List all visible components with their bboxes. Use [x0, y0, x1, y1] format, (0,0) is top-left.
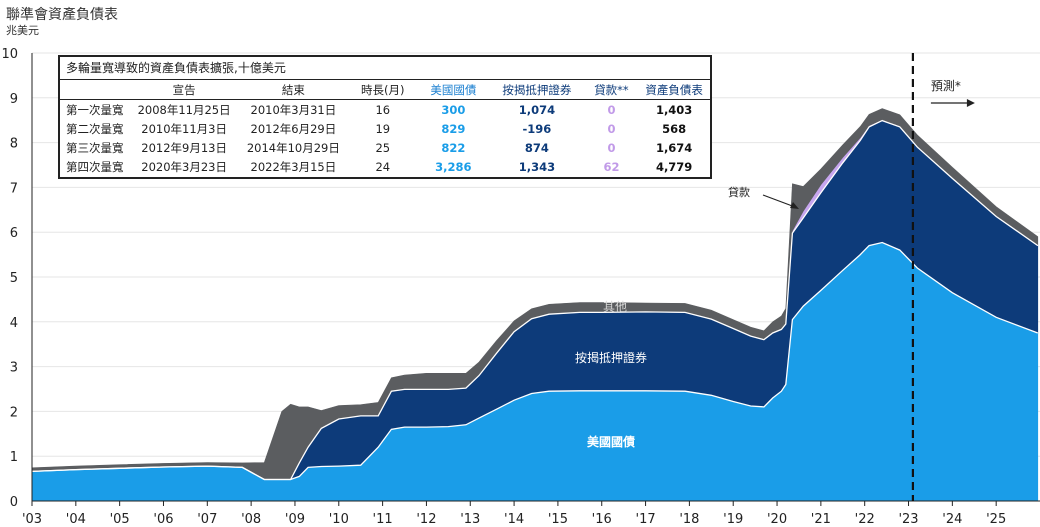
x-tick-label: '23 [898, 512, 918, 527]
header-months: 時長(月) [348, 80, 418, 100]
x-tick-label: '20 [767, 512, 787, 527]
header-announce: 宣告 [129, 80, 239, 100]
row-announce: 2012年9月13日 [141, 140, 227, 155]
row-months: 19 [375, 121, 391, 136]
label-treasuries: 美國國債 [587, 434, 635, 449]
forecast-arrow-head [966, 99, 975, 107]
header-mbs: 按揭抵押證券 [489, 80, 585, 100]
y-tick-label: 5 [10, 271, 18, 286]
x-tick-label: '15 [548, 512, 568, 527]
row-announce: 2010年11月3日 [141, 121, 227, 136]
x-tick-label: '11 [373, 512, 393, 527]
x-tick-label: '16 [592, 512, 612, 527]
y-tick-label: 0 [10, 495, 18, 510]
x-tick-label: '24 [942, 512, 962, 527]
row-name: 第三次量寬 [66, 140, 124, 155]
label-mbs: 按揭抵押證券 [575, 350, 647, 365]
header-loans: 貸款** [584, 80, 639, 100]
row-name: 第四次量寬 [66, 159, 124, 174]
mbs-boundary [31, 119, 1039, 481]
y-tick-label: 6 [10, 226, 18, 241]
loans-callout-arrowhead [790, 202, 799, 209]
header-treasuries: 美國國債 [417, 80, 490, 100]
row-total: 4,779 [655, 159, 693, 174]
stacked-areas [31, 108, 1039, 502]
row-end: 2010年3月31日 [250, 102, 337, 117]
x-tick-label: '18 [679, 512, 699, 527]
row-treasuries: 300 [441, 102, 466, 117]
x-tick-label: '05 [110, 512, 130, 527]
y-tick-label: 1 [10, 450, 18, 465]
unit-label: 兆美元 [6, 24, 39, 37]
x-tick-label: '19 [723, 512, 743, 527]
x-tick-label: '12 [416, 512, 436, 527]
x-tick-label: '07 [197, 512, 217, 527]
y-tick-label: 7 [10, 181, 18, 196]
row-months: 24 [375, 159, 391, 174]
y-tick-label: 8 [10, 137, 18, 152]
y-tick-label: 4 [10, 316, 18, 331]
row-end: 2022年3月15日 [250, 159, 337, 174]
x-tick-label: '04 [66, 512, 86, 527]
row-treasuries: 829 [441, 121, 466, 136]
row-end: 2014年10月29日 [246, 140, 340, 155]
row-total: 568 [662, 121, 687, 136]
qe-data-table: 宣告 結束 時長(月) 美國國債 按揭抵押證券 貸款** 資產負債表 第一次量寬… [60, 80, 710, 176]
y-tick-label: 2 [10, 405, 18, 420]
row-name: 第一次量寬 [66, 102, 124, 117]
row-announce: 2020年3月23日 [141, 159, 227, 174]
x-tick-label: '25 [986, 512, 1006, 527]
x-tick-label: '17 [636, 512, 656, 527]
row-months: 25 [375, 140, 391, 155]
row-months: 16 [375, 102, 391, 117]
x-tick-label: '09 [285, 512, 305, 527]
row-end: 2012年6月29日 [250, 121, 337, 136]
row-mbs: 1,074 [518, 102, 556, 117]
header-end: 結束 [238, 80, 348, 100]
row-loans: 0 [607, 102, 616, 117]
table-header-row: 宣告 結束 時長(月) 美國國債 按揭抵押證券 貸款** 資產負債表 [60, 80, 710, 100]
qe-table: 多輪量寬導致的資產負債表擴張,十億美元 宣告 結束 時長(月) 美國國債 按揭抵… [58, 55, 712, 179]
row-mbs: 874 [524, 140, 549, 155]
table-row: 第四次量寬 2020年3月23日 2022年3月15日 24 3,286 1,3… [60, 157, 710, 176]
row-loans: 0 [607, 121, 616, 136]
label-other: 其他 [603, 300, 627, 314]
row-total: 1,403 [655, 102, 693, 117]
header-blank [60, 80, 130, 100]
axes: 0 1 2 3 4 5 6 7 8 9 10 '03 '04 '05 '06 '07 '08 '09 '10 '11 '… [1, 47, 1040, 527]
x-tick-label: '22 [855, 512, 875, 527]
x-tick-label: '13 [460, 512, 480, 527]
y-tick-label: 10 [1, 47, 18, 62]
forecast-label: 預測* [931, 79, 961, 93]
chart-title: 聯準會資產負債表 [6, 7, 118, 23]
table-row: 第一次量寬 2008年11月25日 2010年3月31日 16 300 1,07… [60, 100, 710, 120]
y-tick-label: 3 [10, 361, 18, 376]
row-treasuries: 822 [441, 140, 466, 155]
header-balance-sheet: 資產負債表 [638, 80, 710, 100]
x-tick-label: '06 [153, 512, 173, 527]
y-tick-label: 9 [10, 92, 18, 107]
x-tick-label: '21 [811, 512, 831, 527]
table-caption: 多輪量寬導致的資產負債表擴張,十億美元 [60, 57, 710, 80]
table-row: 第三次量寬 2012年9月13日 2014年10月29日 25 822 874 … [60, 138, 710, 157]
loans-callout-arrow [762, 194, 796, 208]
row-mbs: -196 [522, 121, 552, 136]
table-row: 第二次量寬 2010年11月3日 2012年6月29日 19 829 -196 … [60, 119, 710, 138]
x-tick-label: '03 [22, 512, 42, 527]
row-name: 第二次量寬 [66, 121, 124, 136]
row-loans: 62 [603, 159, 620, 174]
row-mbs: 1,343 [518, 159, 556, 174]
row-announce: 2008年11月25日 [137, 102, 231, 117]
x-tick-label: '14 [504, 512, 524, 527]
row-treasuries: 3,286 [435, 159, 472, 174]
x-tick-label: '10 [329, 512, 349, 527]
row-loans: 0 [607, 140, 616, 155]
row-total: 1,674 [655, 140, 693, 155]
loans-callout-label: 貸款 [728, 185, 750, 199]
x-tick-label: '08 [241, 512, 261, 527]
